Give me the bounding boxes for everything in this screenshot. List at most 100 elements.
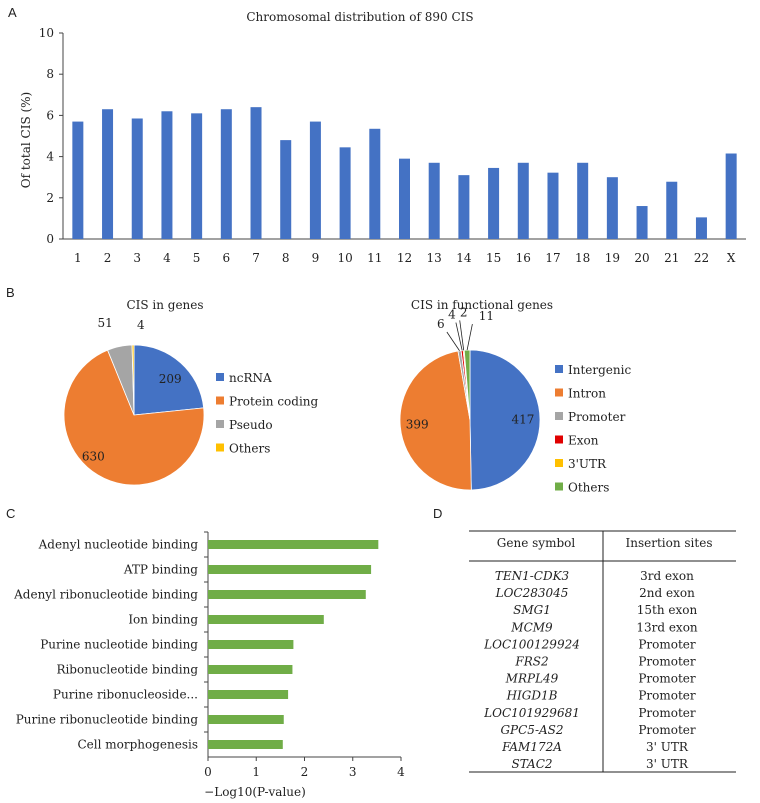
chart-a-xtick-label: 6 [223,251,231,265]
pie1-legend-label: Protein coding [229,395,319,409]
chart-a-bar-7 [250,107,262,239]
table-header-gene: Gene symbol [497,536,576,550]
chart-c-category-label: ATP binding [123,563,198,577]
table-body: TEN1-CDK3 3rd exon LOC283045 2nd exon SMG1 15… [483,569,698,771]
table-cell-site: 13rd exon [636,620,698,634]
pie1-data-label: 51 [97,316,112,330]
table-cell-gene: LOC283045 [495,586,569,600]
chart-c-bar [208,590,366,599]
pie1-slices [63,344,205,486]
table-cell-gene: SMG1 [513,603,551,617]
pie1-data-label: 630 [82,450,105,464]
pie1-legend-swatch [216,396,224,405]
pie2-legend-label: Others [568,481,609,495]
panel-letter-a: A [8,5,17,20]
pie2-legend-label: 3'UTR [568,457,607,471]
chart-a-xtick-label: 4 [163,251,171,265]
chart-c-xtick-label: 3 [349,765,357,779]
chart-a-xtick-label: 3 [133,251,141,265]
chart-a-xtick-label: 21 [664,251,679,265]
pie2-legend-swatch [555,435,563,444]
chart-c-bar [208,540,379,549]
go-enrichment-bar-chart: 0 1 2 3 4 Adenyl nucleotide binding ATP bindin… [13,531,405,799]
chart-a-bar-2 [102,109,114,239]
chart-a-ytick-label: 6 [46,108,54,122]
chart-a-bar-20 [636,206,648,239]
pie2-legend: Intergenic Intron Promoter Exon 3'UTR Others [555,363,631,495]
table-cell-site: 3' UTR [646,757,689,771]
pie1-data-label: 209 [159,372,182,386]
pie2-data-label: 2 [460,305,468,319]
chart-c-xtick-label: 0 [204,765,212,779]
chart-a-xtick-label: 9 [312,251,320,265]
chart-c-category-label: Ion binding [128,613,198,627]
pie2-leader-line [446,331,460,352]
chart-a-bar-5 [191,113,203,239]
pie2-leader-line [466,323,473,351]
panel-letter-c: C [6,506,15,521]
chart-c-category-label: Purine nucleotide binding [40,638,198,652]
table-cell-site: Promoter [638,655,696,669]
chart-c-bar [208,690,289,699]
table-cell-gene: GPC5-AS2 [500,723,563,737]
table-cell-site: Promoter [638,637,696,651]
chart-a-xtick-label: 14 [456,251,472,265]
table-cell-gene: TEN1-CDK3 [495,569,570,583]
chart-a-xtick-label: 16 [516,251,531,265]
pie2-data-label: 4 [448,308,456,322]
pie2-data-label: 417 [512,413,535,427]
table-cell-gene: LOC101929681 [483,706,580,720]
pie2-legend-swatch [555,365,563,373]
table-cell-gene: HIGD1B [506,689,558,703]
chart-a-xtick-label: 5 [193,251,201,265]
chart-a-title: Chromosomal distribution of 890 CIS [246,10,473,24]
chart-a-bar-13 [428,162,440,239]
chart-a-xtick-label: 18 [575,251,590,265]
chart-a-bar-15 [488,167,500,239]
chart-a-xtick-label: 8 [282,251,290,265]
chart-c-bar [208,565,372,574]
table-cell-gene: LOC100129924 [483,637,580,651]
pie1-slice-others [131,344,135,416]
table-cell-gene: MCM9 [510,620,553,634]
chart-c-xtick-label: 4 [397,765,405,779]
chart-c-bars [208,540,379,749]
pie1-legend-swatch [216,373,224,381]
pie2-legend-swatch [555,412,563,420]
chart-a-bar-4 [161,111,173,239]
chart-a-bar-18 [577,162,589,239]
pie2-legend-swatch [555,459,563,467]
chart-a-ytick-label: 4 [46,150,54,164]
pie1-legend-label: Others [229,442,270,456]
insertion-sites-table: Gene symbol Insertion sites TEN1-CDK3 3rd… [469,530,736,773]
pie1-legend-label: ncRNA [229,371,272,385]
chart-a-xtick-label: 15 [486,251,501,265]
chart-a-bar-12 [399,158,410,239]
pie-cis-in-functional-genes: CIS in functional genes 417 399 64 2 11 Inte… [399,298,631,495]
chart-a-ylabel: Of total CIS (%) [19,92,33,189]
pie1-slice-protein-coding [63,349,205,486]
panel-letter-b: B [6,285,15,300]
table-cell-site: 3rd exon [640,569,694,583]
chart-a-bar-3 [131,118,143,239]
chart-c-xtick-label: 1 [252,765,260,779]
pie2-data-label: 11 [479,309,494,323]
chart-a-xtick-label: X [727,251,736,265]
chart-a-bar-19 [606,177,618,239]
pie1-legend-swatch [216,443,224,452]
table-cell-site: 15th exon [637,603,698,617]
chart-a-xtick-label: 19 [605,251,620,265]
table-cell-site: Promoter [638,689,696,703]
chart-a-ytick-label: 2 [46,191,54,205]
chart-c-bar [208,665,293,674]
chart-a-bar-14 [458,175,470,239]
chart-c-category-label: Adenyl ribonucleotide binding [13,588,198,602]
pie2-leader-line [459,320,465,351]
table-cell-site: Promoter [638,672,696,686]
chart-c-category-label: Purine ribonucleotide binding [16,713,199,727]
chart-c-bar [208,740,283,749]
chart-a-xtick-label: 7 [252,251,260,265]
chart-c-xtick-label: 2 [301,765,309,779]
pie2-legend-label: Promoter [568,410,626,424]
